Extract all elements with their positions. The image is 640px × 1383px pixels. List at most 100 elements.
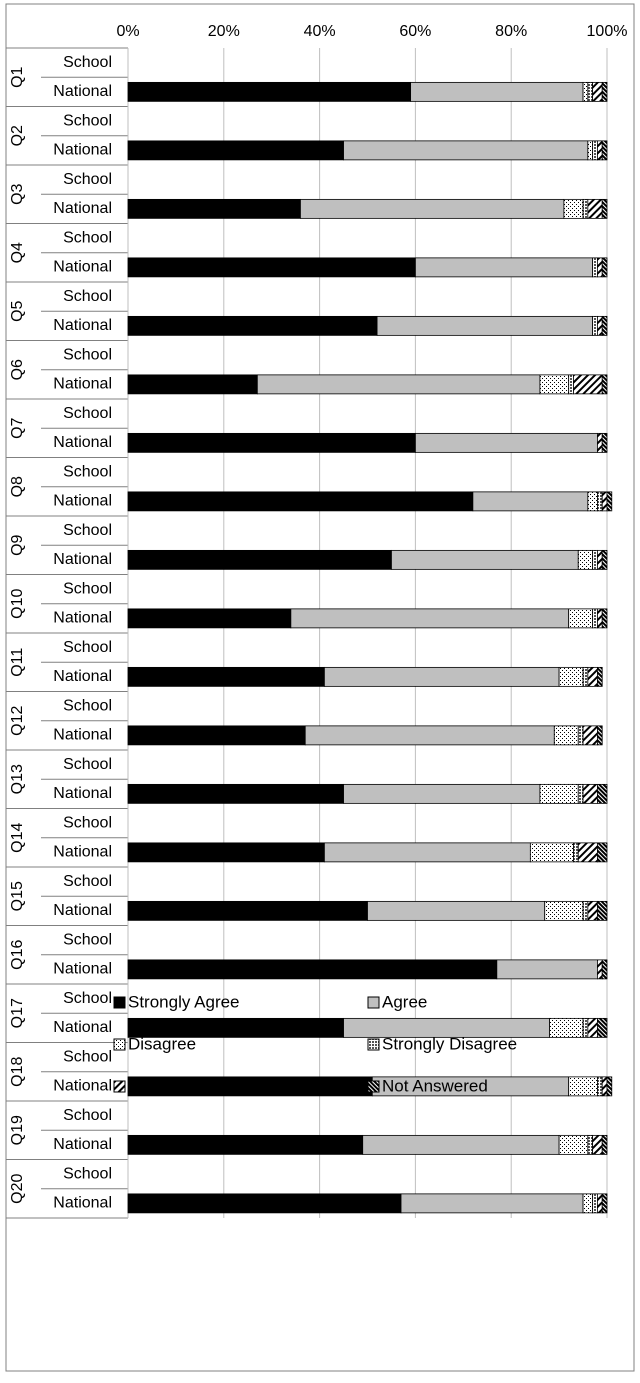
- x-tick-label: 0%: [116, 23, 139, 40]
- group-label: Q16: [9, 940, 26, 970]
- group-label: Q10: [9, 589, 26, 619]
- bar-segment: [597, 783, 608, 804]
- row-label: School: [63, 873, 112, 890]
- x-tick-label: 40%: [304, 23, 336, 40]
- bar-segment: [563, 198, 584, 219]
- bar-segment: [573, 842, 579, 863]
- bar-segment: [127, 432, 416, 453]
- bar-segment: [391, 549, 579, 570]
- row-label: National: [53, 668, 112, 685]
- legend-swatch: [367, 1038, 380, 1051]
- row-label: National: [53, 551, 112, 568]
- bar-segment: [606, 491, 613, 512]
- group-label: Q5: [9, 300, 26, 321]
- bar-segment: [597, 549, 603, 570]
- bar-segment: [597, 608, 603, 629]
- bar-segment: [587, 1017, 598, 1038]
- group-label: Q15: [9, 881, 26, 911]
- bar-segment: [544, 900, 584, 921]
- row-label: National: [53, 434, 112, 451]
- bar-segment: [414, 432, 598, 453]
- bar-segment: [367, 900, 546, 921]
- row-label: National: [53, 902, 112, 919]
- bar-segment: [601, 549, 608, 570]
- row-label: School: [63, 522, 112, 539]
- bar-segment: [127, 491, 474, 512]
- bar-segment: [601, 374, 608, 395]
- row-label: National: [53, 83, 112, 100]
- row-label: School: [63, 756, 112, 773]
- group-label: Q2: [9, 125, 26, 146]
- bar-segment: [597, 842, 608, 863]
- bar-segment: [256, 374, 541, 395]
- bar-segment: [597, 1017, 608, 1038]
- row-label: School: [63, 171, 112, 188]
- bar-segment: [597, 900, 608, 921]
- bar-segment: [323, 666, 560, 687]
- bar-segment: [597, 315, 603, 336]
- bar-segment: [127, 81, 412, 102]
- bar-segment: [606, 1076, 613, 1097]
- bar-segment: [587, 666, 598, 687]
- x-tick-label: 100%: [587, 23, 628, 40]
- legend-swatch: [113, 1080, 126, 1093]
- bar-segment: [127, 198, 301, 219]
- bar-segment: [601, 491, 608, 512]
- bar-segment: [601, 1193, 608, 1214]
- bar-segment: [343, 783, 541, 804]
- bar-segment: [587, 198, 603, 219]
- row-label: National: [53, 727, 112, 744]
- bar-segment: [362, 1134, 560, 1155]
- row-label: National: [53, 1195, 112, 1212]
- group-label: Q14: [9, 823, 26, 853]
- group-label: Q20: [9, 1174, 26, 1204]
- row-label: National: [53, 1019, 112, 1036]
- bar-segment: [127, 725, 306, 746]
- bar-segment: [601, 959, 608, 980]
- bar-segment: [300, 198, 565, 219]
- row-label: National: [53, 1136, 112, 1153]
- row-label: National: [53, 1078, 112, 1095]
- row-label: School: [63, 580, 112, 597]
- row-label: School: [63, 346, 112, 363]
- bar-segment: [573, 374, 603, 395]
- bar-segment: [414, 257, 594, 278]
- legend-label: Strongly Disagree: [382, 1034, 517, 1053]
- row-label: National: [53, 376, 112, 393]
- bar-segment: [127, 1193, 402, 1214]
- row-label: School: [63, 229, 112, 246]
- row-label: National: [53, 317, 112, 334]
- row-label: National: [53, 844, 112, 861]
- row-label: School: [63, 990, 112, 1007]
- group-label: Q13: [9, 764, 26, 794]
- bar-segment: [127, 608, 292, 629]
- bar-segment: [472, 491, 589, 512]
- bar-segment: [568, 608, 594, 629]
- bar-segment: [601, 81, 608, 102]
- row-label: National: [53, 259, 112, 276]
- group-label: Q3: [9, 183, 26, 204]
- bar-segment: [601, 432, 608, 453]
- bar-segment: [343, 140, 589, 161]
- bar-segment: [290, 608, 570, 629]
- legend-label: Agree: [382, 992, 427, 1011]
- row-label: School: [63, 112, 112, 129]
- bar-segment: [582, 1193, 594, 1214]
- legend-label: Don’t Know: [128, 1076, 216, 1095]
- bar-segment: [127, 257, 416, 278]
- bar-segment: [127, 666, 325, 687]
- bar-segment: [592, 140, 598, 161]
- bar-segment: [592, 1134, 603, 1155]
- bar-segment: [601, 198, 608, 219]
- row-label: School: [63, 54, 112, 71]
- row-label: School: [63, 814, 112, 831]
- legend-swatch: [367, 996, 380, 1009]
- bar-segment: [582, 783, 598, 804]
- bar-segment: [582, 198, 589, 219]
- legend-label: Disagree: [128, 1034, 196, 1053]
- row-label: School: [63, 1107, 112, 1124]
- row-label: National: [53, 142, 112, 159]
- group-label: Q8: [9, 476, 26, 497]
- bar-segment: [587, 491, 598, 512]
